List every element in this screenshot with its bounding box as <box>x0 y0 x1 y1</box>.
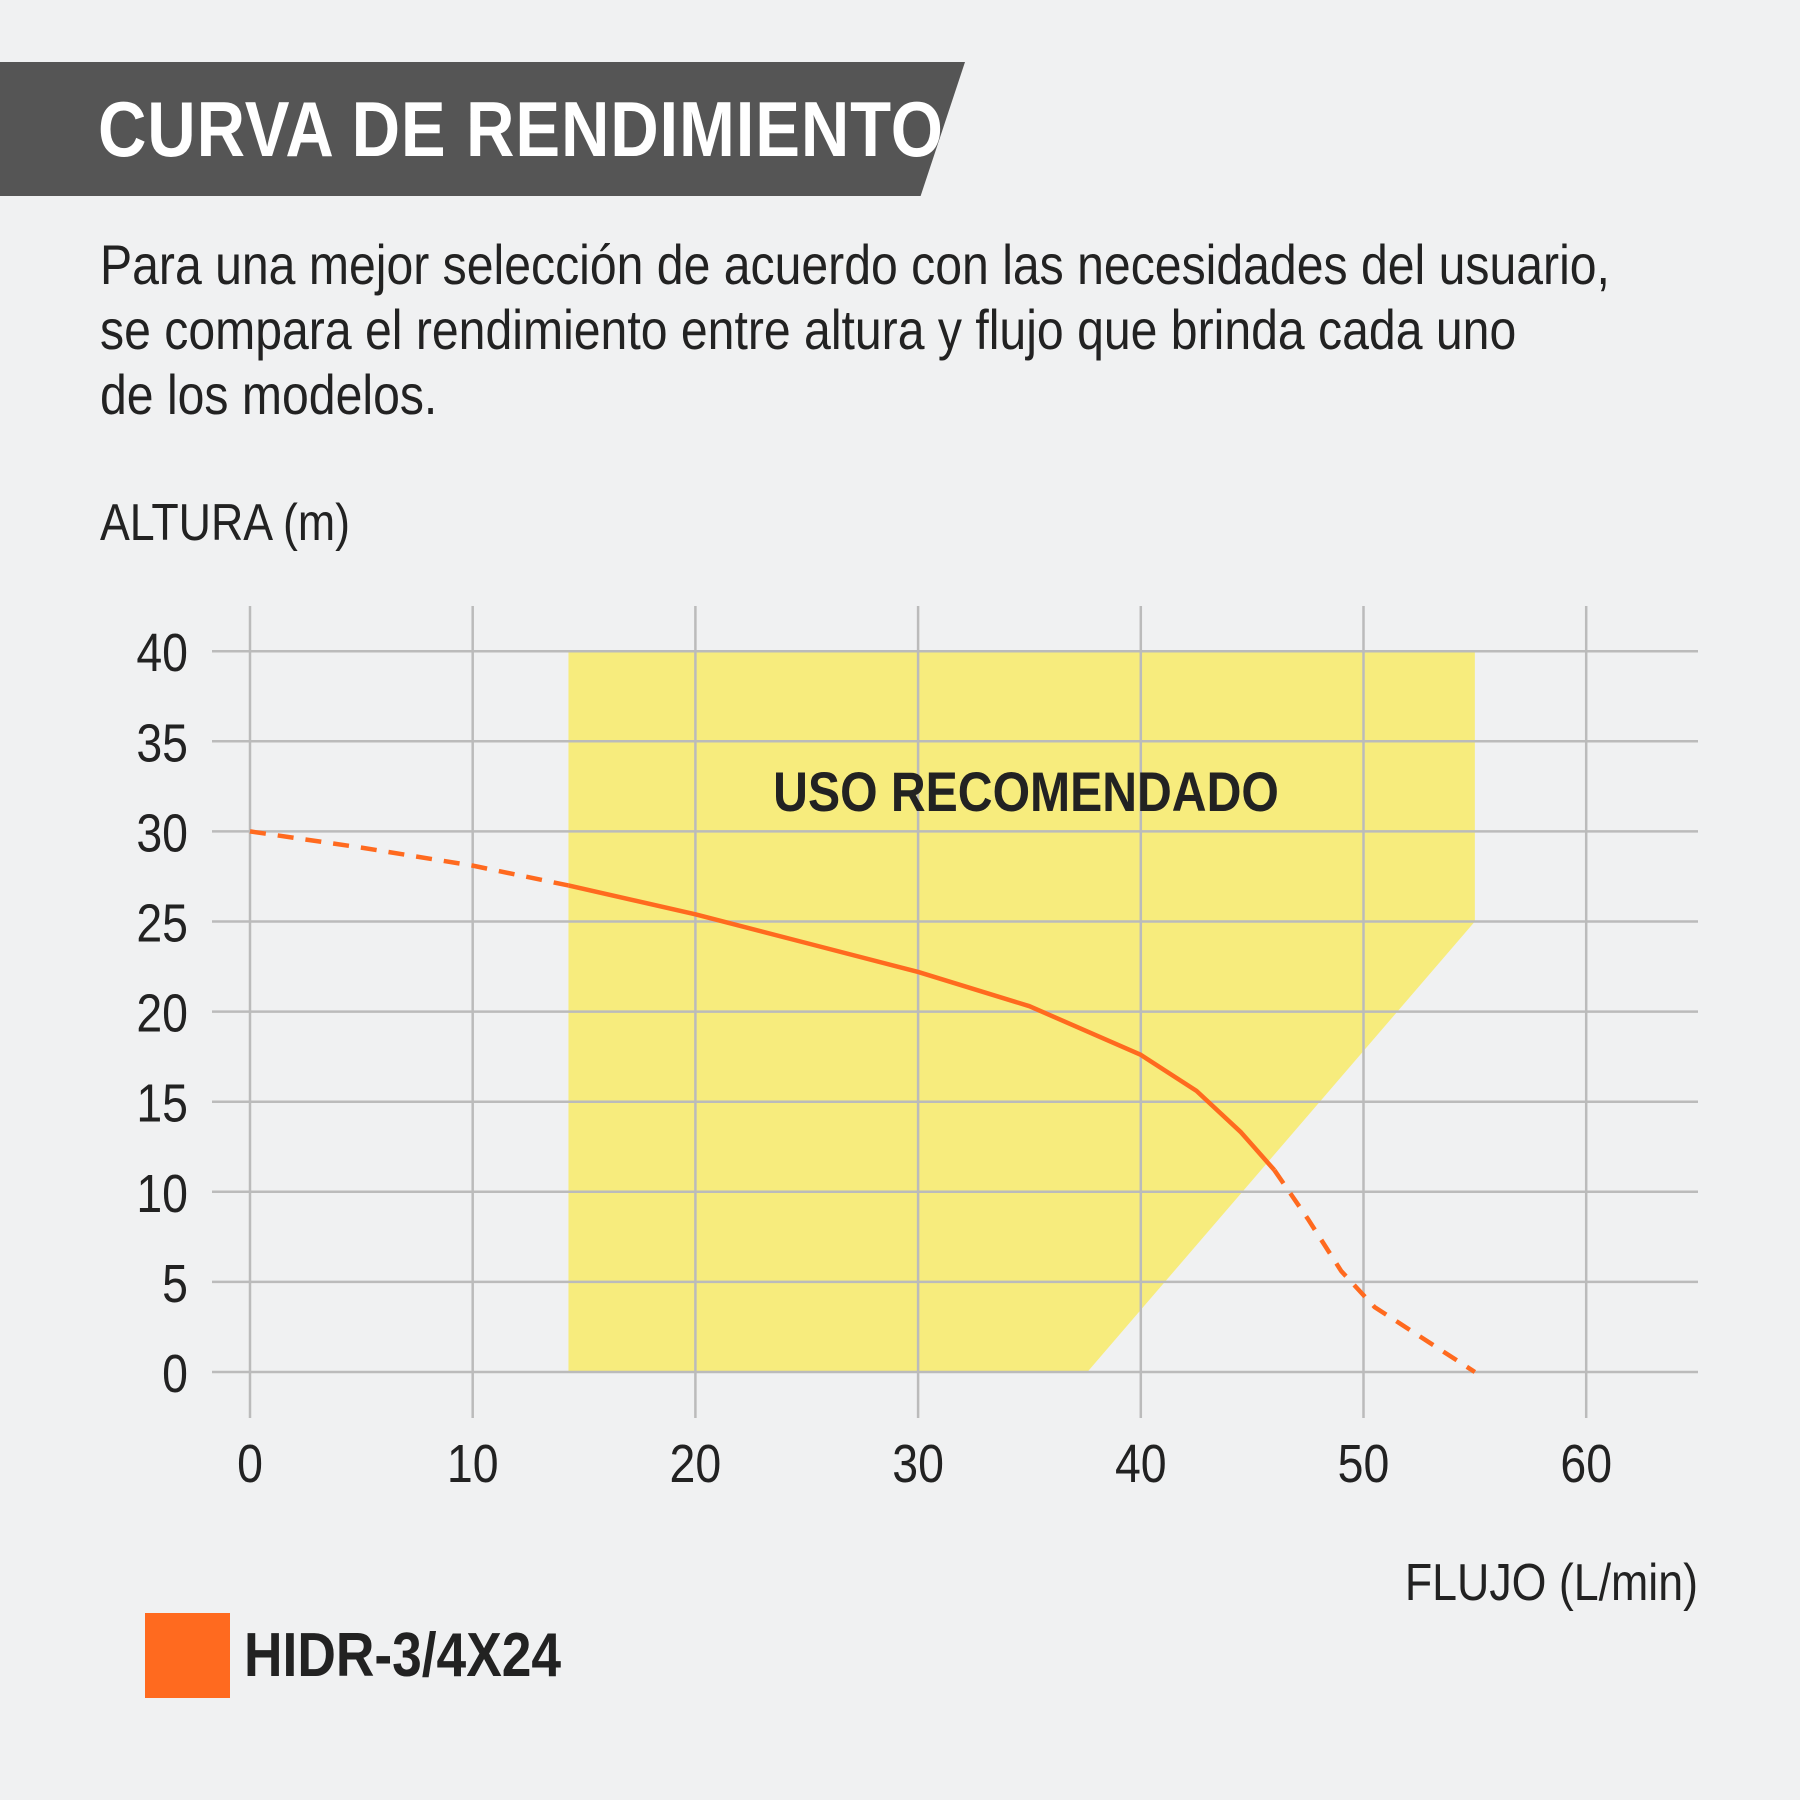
y-tick-label: 10 <box>136 1162 188 1223</box>
x-tick-label: 20 <box>670 1433 722 1494</box>
x-tick-label: 60 <box>1560 1433 1612 1494</box>
x-tick-label: 40 <box>1115 1433 1167 1494</box>
x-axis-label: FLUJO (L/min) <box>1405 1554 1698 1612</box>
x-tick-label: 10 <box>447 1433 499 1494</box>
y-axis-label: ALTURA (m) <box>100 494 350 552</box>
y-tick-label: 40 <box>136 622 188 683</box>
y-tick-label: 25 <box>136 892 188 953</box>
series-line-dashed <box>1272 1168 1477 1374</box>
y-tick-label: 35 <box>136 712 188 773</box>
description-text: Para una mejor selección de acuerdo con … <box>100 233 1610 426</box>
header-banner <box>0 62 965 196</box>
y-tick-label: 15 <box>136 1072 188 1133</box>
x-tick-label: 30 <box>892 1433 944 1494</box>
y-tick-label: 30 <box>136 802 188 863</box>
series-line-solid <box>567 883 1277 1172</box>
recommended-zone-label: USO RECOMENDADO <box>773 762 1279 824</box>
series-line-dashed <box>249 829 569 888</box>
legend-swatch <box>145 1613 230 1698</box>
x-tick-label: 50 <box>1338 1433 1390 1494</box>
legend: HIDR-3/4X24 <box>145 1613 613 1698</box>
page-title: CURVA DE RENDIMIENTO <box>98 85 944 173</box>
y-tick-label: 0 <box>162 1343 188 1404</box>
y-tick-label: 5 <box>162 1253 188 1314</box>
y-tick-label: 20 <box>136 982 188 1043</box>
legend-label: HIDR-3/4X24 <box>244 1621 562 1690</box>
x-tick-label: 0 <box>237 1433 263 1494</box>
